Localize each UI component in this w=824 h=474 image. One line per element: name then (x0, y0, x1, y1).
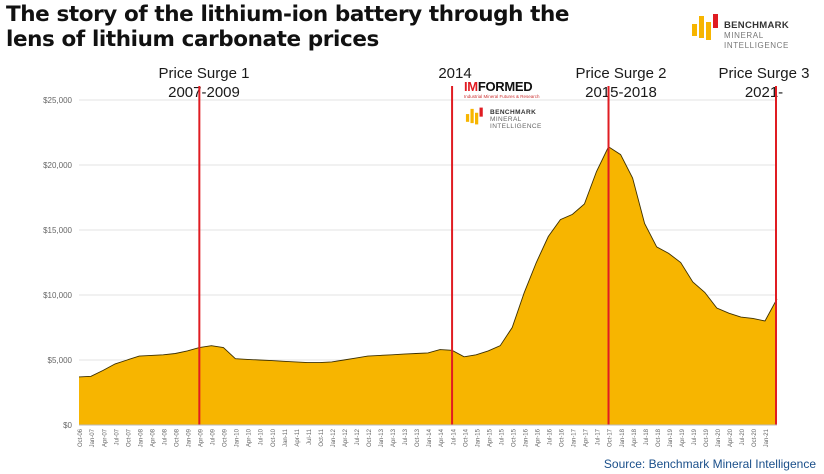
x-tick-label-Oct-20: Oct-20 (752, 428, 758, 447)
x-tick-label-Jan-15: Jan-15 (475, 428, 481, 447)
x-tick-label-Oct-09: Oct-09 (223, 428, 229, 447)
y-axis-ticks: $0 $5,000 $10,000 $15,000 $20,000 $25,000 (43, 96, 72, 430)
mini-logo-line-1: BENCHMARK (490, 109, 537, 116)
logo-line-2: MINERAL (724, 31, 764, 40)
x-tick-label-Jul-11: Jul-11 (307, 428, 313, 445)
x-tick-label-Apr-20: Apr-20 (728, 428, 734, 447)
x-tick-label-Oct-11: Oct-11 (319, 428, 325, 446)
x-tick-label-Jan-08: Jan-08 (138, 428, 144, 447)
imformed-logo: IMFORMED Industrial Mineral Futures & Re… (464, 80, 574, 100)
x-tick-label-Oct-10: Oct-10 (271, 428, 277, 447)
x-tick-label-Jan-10: Jan-10 (235, 428, 241, 447)
mini-logo-line-3: INTELLIGENCE (490, 123, 542, 130)
x-tick-label-Jan-16: Jan-16 (524, 428, 530, 447)
x-tick-label-Jan-14: Jan-14 (427, 428, 433, 447)
x-tick-label-Apr-09: Apr-09 (199, 428, 205, 447)
annotation-surge-1-title: Price Surge 1 (158, 65, 250, 82)
imformed-logo-suffix: FORMED (477, 79, 533, 94)
x-tick-label-Oct-13: Oct-13 (415, 428, 421, 447)
x-tick-label-Jan-21: Jan-21 (764, 428, 770, 447)
x-tick-label-Apr-17: Apr-17 (584, 428, 590, 447)
annotation-surge-2-title: Price Surge 2 (575, 65, 667, 82)
y-tick-label-5000: $5,000 (48, 356, 73, 365)
imformed-logo-prefix: IM (464, 79, 478, 94)
x-tick-label-Jan-20: Jan-20 (716, 428, 722, 447)
x-tick-label-Jul-20: Jul-20 (740, 428, 746, 445)
x-tick-label-Apr-08: Apr-08 (150, 428, 156, 447)
x-tick-label-Jan-07: Jan-07 (90, 428, 96, 447)
x-tick-label-Apr-12: Apr-12 (343, 428, 349, 447)
surge-markers (198, 86, 777, 425)
x-tick-label-Oct-12: Oct-12 (367, 428, 373, 447)
annotation-surge-3-period: 2021- (744, 84, 784, 101)
x-tick-label-Apr-18: Apr-18 (632, 428, 638, 447)
price-line (78, 146, 778, 378)
y-tick-label-25000: $25,000 (43, 96, 72, 105)
x-tick-label-Jan-11: Jan-11 (283, 428, 289, 447)
x-tick-label-Jul-10: Jul-10 (259, 428, 265, 445)
chart-title-line-1: The story of the lithium-ion battery thr… (6, 2, 570, 27)
x-tick-label-Jan-18: Jan-18 (620, 428, 626, 447)
imformed-tagline: Industrial Mineral Futures & Research (464, 94, 540, 99)
x-tick-label-Jul-14: Jul-14 (451, 428, 457, 445)
benchmark-mini-logo: BENCHMARK MINERAL INTELLIGENCE (464, 105, 564, 131)
x-tick-label-Jul-15: Jul-15 (499, 428, 505, 445)
y-tick-label-10000: $10,000 (43, 291, 72, 300)
annotation-surge-1: Price Surge 1 2007-2009 (139, 64, 269, 102)
x-tick-label-Apr-14: Apr-14 (439, 428, 445, 447)
x-tick-label-Oct-14: Oct-14 (463, 428, 469, 447)
x-tick-label-Oct-18: Oct-18 (656, 428, 662, 447)
source-note: Source: Benchmark Mineral Intelligence (603, 457, 816, 471)
x-tick-label-Jul-09: Jul-09 (211, 428, 217, 445)
x-tick-label-Jul-18: Jul-18 (644, 428, 650, 445)
annotation-2014: 2014 (425, 64, 485, 83)
annotation-surge-2-period: 2015-2018 (585, 84, 657, 101)
x-tick-label-Jul-17: Jul-17 (596, 428, 602, 445)
x-tick-label-Apr-16: Apr-16 (536, 428, 542, 447)
x-tick-label-Apr-13: Apr-13 (391, 428, 397, 447)
x-axis-ticks: Oct-06 Jan-07 Apr-07 Jul-07 Oct-07 Jan-08 Apr-… (78, 428, 770, 447)
x-tick-label-Apr-15: Apr-15 (487, 428, 493, 447)
x-tick-label-Oct-08: Oct-08 (175, 428, 181, 447)
x-tick-label-Jul-08: Jul-08 (162, 428, 168, 445)
y-tick-label-15000: $15,000 (43, 226, 72, 235)
x-tick-label-Jan-19: Jan-19 (668, 428, 674, 447)
x-tick-label-Jan-12: Jan-12 (331, 428, 337, 447)
mini-logo-line-2: MINERAL (490, 116, 522, 123)
logo-line-1: BENCHMARK (724, 20, 789, 31)
y-tick-label-20000: $20,000 (43, 161, 72, 170)
x-tick-label-Jul-12: Jul-12 (355, 428, 361, 445)
chart-title-line-2: lens of lithium carbonate prices (6, 27, 379, 52)
x-tick-label-Oct-19: Oct-19 (704, 428, 710, 447)
y-tick-label-0: $0 (63, 421, 72, 430)
x-tick-label-Apr-10: Apr-10 (247, 428, 253, 447)
x-tick-label-Jan-09: Jan-09 (187, 428, 193, 447)
price-area (79, 146, 777, 426)
x-tick-label-Oct-16: Oct-16 (560, 428, 566, 447)
x-tick-label-Oct-15: Oct-15 (511, 428, 517, 447)
x-tick-label-Oct-17: Oct-17 (608, 428, 614, 447)
x-tick-label-Jul-13: Jul-13 (403, 428, 409, 445)
annotation-surge-3-title: Price Surge 3 (718, 65, 810, 82)
x-tick-label-Apr-11: Apr-11 (295, 428, 301, 446)
annotation-2014-title: 2014 (438, 65, 472, 82)
x-tick-label-Oct-06: Oct-06 (78, 428, 84, 447)
benchmark-logo: BENCHMARK MINERAL INTELLIGENCE (690, 10, 820, 52)
annotation-surge-3: Price Surge 3 2021- (708, 64, 820, 102)
x-tick-label-Jul-16: Jul-16 (548, 428, 554, 445)
logo-line-3: INTELLIGENCE (724, 41, 789, 50)
benchmark-logo-icon (692, 14, 718, 40)
x-tick-label-Jan-17: Jan-17 (572, 428, 578, 447)
x-tick-label-Jul-19: Jul-19 (692, 428, 698, 445)
x-tick-label-Apr-07: Apr-07 (102, 428, 108, 447)
benchmark-mini-logo-icon (465, 107, 483, 125)
x-tick-label-Apr-19: Apr-19 (680, 428, 686, 447)
x-tick-label-Jul-07: Jul-07 (114, 428, 120, 445)
x-tick-label-Jan-13: Jan-13 (379, 428, 385, 447)
annotation-surge-2: Price Surge 2 2015-2018 (556, 64, 686, 102)
annotation-surge-1-period: 2007-2009 (168, 84, 240, 101)
x-tick-label-Oct-07: Oct-07 (126, 428, 132, 447)
chart-title: The story of the lithium-ion battery thr… (6, 2, 626, 52)
